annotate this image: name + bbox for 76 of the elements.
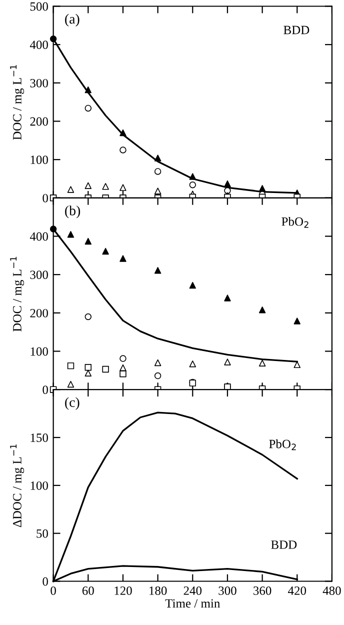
point [50, 35, 57, 42]
y-tick-label: 50 [36, 529, 48, 538]
point [120, 129, 126, 136]
y-tick-label: 0 [42, 386, 48, 394]
point [84, 364, 92, 371]
point [84, 238, 92, 245]
point [189, 182, 196, 188]
x-tick-label: 60 [82, 586, 94, 595]
y-tick-label: 400 [30, 232, 48, 241]
y-axis-title: DOC / mg L$^{−1}$ [10, 256, 24, 332]
point [102, 183, 109, 190]
point [84, 104, 92, 112]
point [120, 370, 126, 378]
point [67, 380, 74, 388]
annotation: BDD [284, 26, 310, 34]
y-tick-label: 200 [30, 308, 48, 318]
point [154, 188, 162, 194]
annotation: PbO$_{2}$ [282, 217, 308, 228]
point [154, 372, 162, 380]
point [67, 362, 74, 370]
point [294, 318, 300, 324]
point [84, 370, 92, 376]
x-tick-label: 420 [288, 586, 306, 595]
point [50, 226, 57, 232]
legend-label: PbO$_{2}$ [269, 439, 296, 450]
y-tick-label: 150 [30, 434, 48, 442]
point [102, 366, 109, 373]
point [120, 355, 126, 362]
y-tick-label: 100 [30, 481, 48, 490]
y-tick-label: 500 [30, 2, 48, 11]
y-tick-label: 300 [30, 78, 48, 88]
point [154, 168, 162, 175]
point [154, 359, 162, 366]
point [224, 180, 231, 188]
point [258, 306, 266, 314]
point [84, 313, 92, 320]
y-axis-title: ΔDOC / mg L$^{−1}$ [10, 444, 24, 528]
x-tick-label: 480 [322, 586, 341, 595]
point [120, 184, 126, 191]
y-tick-label: 0 [42, 194, 48, 202]
point [84, 182, 92, 190]
y-tick-label: 400 [30, 40, 48, 50]
annotation: (a) [65, 14, 80, 27]
series-label: BDD [271, 540, 297, 549]
point [258, 184, 266, 192]
point [224, 187, 231, 194]
y-tick-label: 0 [42, 577, 48, 586]
x-axis-title: Time / min [165, 599, 220, 608]
y-tick-label: 100 [30, 156, 48, 164]
point [224, 294, 231, 302]
x-tick-label: 300 [218, 586, 236, 595]
point [84, 86, 92, 94]
y-axis-title: DOC / mg L$^{−1}$ [10, 65, 24, 140]
point [120, 146, 126, 154]
x-tick-label: 360 [254, 586, 272, 595]
point [154, 267, 162, 274]
point [154, 154, 162, 162]
point [189, 173, 196, 180]
point [67, 230, 74, 238]
annotation: (c) [65, 397, 80, 410]
annotation: (b) [65, 206, 80, 218]
x-tick-label: 0 [50, 586, 56, 595]
point [294, 361, 300, 368]
x-tick-label: 120 [114, 586, 132, 595]
point [102, 248, 109, 255]
point [224, 358, 231, 366]
x-tick-label: 240 [184, 586, 202, 595]
point [67, 186, 74, 193]
y-tick-label: 300 [30, 270, 48, 280]
point [189, 282, 196, 289]
point [189, 360, 196, 368]
y-tick-label: 200 [30, 117, 48, 126]
x-tick-label: 180 [150, 586, 167, 595]
y-tick-label: 100 [30, 347, 48, 356]
point [120, 255, 126, 262]
point [258, 360, 266, 366]
